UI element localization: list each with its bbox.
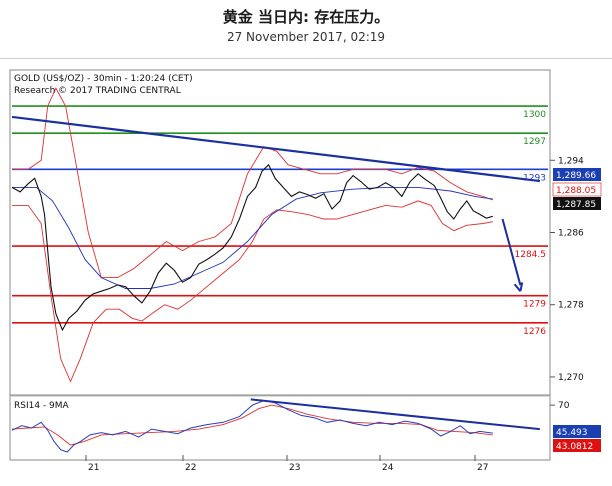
rsi-line [11,400,493,453]
rsi-tag-label: 45.493 [556,428,588,438]
price-tick-label: 1,270 [558,373,584,383]
price-tag-label: 1,289.66 [556,171,596,181]
time-tick-label: 27 [477,463,488,473]
time-tick-label: 22 [185,463,196,473]
price-tag-box [553,168,601,181]
page-subtitle: 27 November 2017, 02:19 [226,30,386,44]
time-tick-label: 24 [382,463,394,473]
source-label: Research © 2017 TRADING CENTRAL [14,86,181,96]
level-label: 1279 [523,300,546,310]
bollinger-upper-band [12,87,493,279]
rsi-tag-box [553,439,601,452]
rsi-ma-line [11,404,493,446]
rsi-tick-label: 70 [558,401,570,411]
price-axis: 1,294 1,286 1,278 1,270 [550,156,584,383]
moving-average-line [12,186,493,289]
price-tick-label: 1,294 [558,156,584,166]
price-tags: 1,289.66 1,288.05 1,287.85 [552,168,602,210]
forecast-arrow-shaft [501,218,522,286]
level-label: 1300 [523,110,546,120]
price-line [11,163,493,332]
level-label: 1276 [523,327,546,337]
level-label: 1297 [523,137,546,147]
level-label: 1284.5 [515,250,547,260]
level-label: 1293 [523,173,546,183]
resistance-trendline [11,115,541,183]
forecast-arrow-head [513,282,524,292]
instrument-label: GOLD (US$/OZ) - 30min - 1:20:24 (CET) [14,74,193,84]
bollinger-lower-band [12,200,493,383]
price-levels: 1300 1297 1293 1284.5 1279 1276 [12,105,548,337]
page-title: 黄金 当日内: 存在压力。 [222,8,390,26]
price-tag-box [553,197,601,210]
chart-frame [9,69,551,461]
header-divider [0,58,612,59]
rsi-trendline [250,398,540,431]
price-tick-label: 1,286 [558,229,584,239]
time-tick-label: 21 [88,463,99,473]
price-tag-label: 1,288.05 [556,186,596,196]
rsi-label: RSI14 - 9MA [14,401,70,411]
time-axis: 21 22 23 24 27 [85,455,488,473]
time-tick-label: 23 [289,463,300,473]
price-tag-box [552,182,602,197]
forecast-arrow [501,218,524,292]
rsi-axis: 70 [550,401,570,411]
price-tick-label: 1,278 [558,301,584,311]
price-tag-label: 1,287.85 [556,200,596,210]
rsi-value-tags: 45.493 43.0812 [553,425,601,452]
rsi-tag-label: 43.0812 [556,442,593,452]
rsi-tag-box [553,425,601,438]
